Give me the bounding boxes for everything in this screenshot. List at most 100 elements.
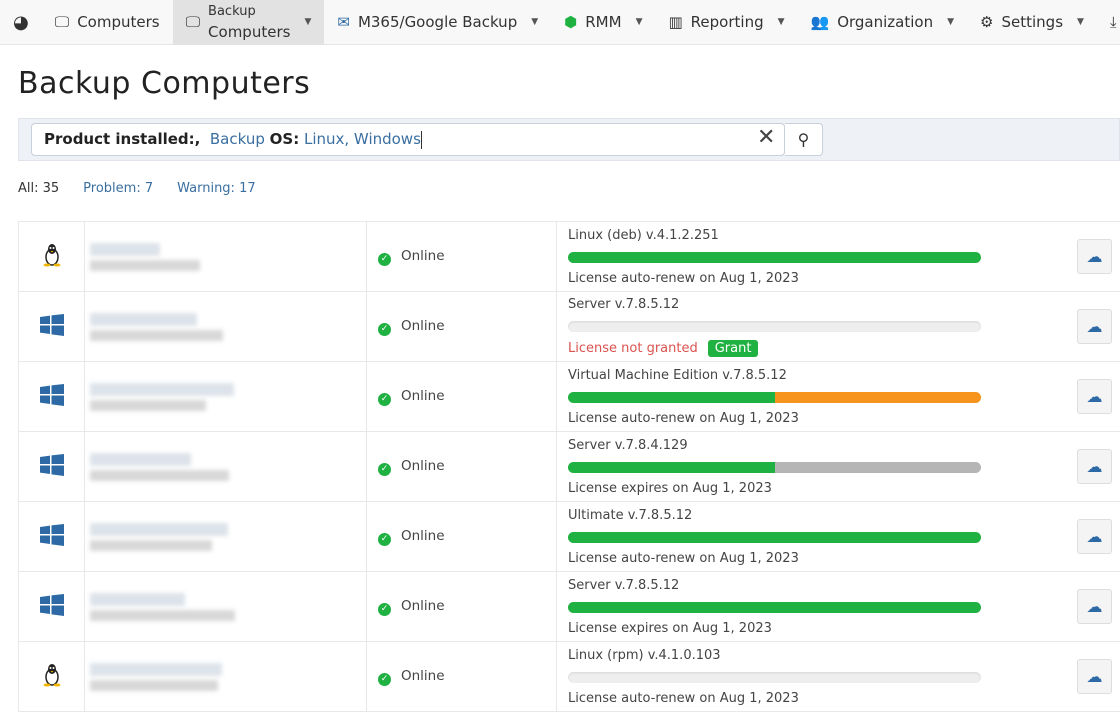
table-row[interactable]: ✓Online Linux (rpm) v.4.1.0.103 License a… bbox=[19, 642, 1120, 712]
linux-icon bbox=[42, 672, 62, 691]
backup-upload-button[interactable]: ☁ bbox=[1077, 659, 1112, 694]
search-icon: ⚲ bbox=[798, 130, 810, 149]
cloud-upload-icon: ☁ bbox=[1087, 317, 1103, 336]
nav-computers[interactable]: 🖵Computers bbox=[42, 0, 173, 45]
redacted-detail bbox=[90, 400, 206, 411]
nav-organization[interactable]: 👥Organization▼ bbox=[798, 0, 968, 45]
os-cell bbox=[19, 292, 85, 362]
check-circle-icon: ✓ bbox=[378, 603, 391, 616]
license-status: License expires on Aug 1, 2023 bbox=[568, 481, 772, 496]
pie-chart-icon: ◕ bbox=[13, 12, 29, 33]
backup-upload-button[interactable]: ☁ bbox=[1077, 239, 1112, 274]
status-cell: ✓Online bbox=[367, 292, 557, 362]
status-cell: ✓Online bbox=[367, 572, 557, 642]
filter-counts: All: 35 Problem: 7 Warning: 17 bbox=[18, 181, 256, 196]
backup-upload-button[interactable]: ☁ bbox=[1077, 519, 1112, 554]
redacted-detail bbox=[90, 260, 200, 271]
storage-progress-bar bbox=[568, 462, 981, 473]
os-cell bbox=[19, 362, 85, 432]
backup-upload-button[interactable]: ☁ bbox=[1077, 449, 1112, 484]
product-cell: Linux (rpm) v.4.1.0.103 License auto-rene… bbox=[557, 642, 1120, 712]
product-version: Linux (rpm) v.4.1.0.103 bbox=[568, 648, 1120, 663]
progress-segment bbox=[568, 252, 981, 263]
check-circle-icon: ✓ bbox=[378, 323, 391, 336]
nav-settings[interactable]: ⚙Settings▼ bbox=[967, 0, 1097, 45]
search-input[interactable]: Product installed:, Backup OS: Linux, Wi… bbox=[31, 123, 785, 156]
computer-name-cell[interactable] bbox=[85, 432, 367, 502]
product-version: Virtual Machine Edition v.7.8.5.12 bbox=[568, 368, 1120, 383]
computer-name-cell[interactable] bbox=[85, 642, 367, 712]
status-cell: ✓Online bbox=[367, 222, 557, 292]
nav-reporting[interactable]: ▥Reporting▼ bbox=[655, 0, 797, 45]
table-row[interactable]: ✓Online Server v.7.8.4.129 License expire… bbox=[19, 432, 1120, 502]
cloud-upload-icon: ☁ bbox=[1087, 457, 1103, 476]
check-circle-icon: ✓ bbox=[378, 393, 391, 406]
monitor-icon: 🖵 bbox=[55, 13, 69, 31]
status-cell: ✓Online bbox=[367, 642, 557, 712]
product-version: Server v.7.8.5.12 bbox=[568, 297, 1120, 312]
license-status: License auto-renew on Aug 1, 2023 bbox=[568, 691, 799, 706]
bar-chart-icon: ▥ bbox=[668, 13, 682, 31]
cloud-upload-icon: ☁ bbox=[1087, 667, 1103, 686]
count-problem[interactable]: Problem: 7 bbox=[83, 181, 153, 196]
dashboard-logo[interactable]: ◕ bbox=[0, 0, 42, 45]
count-warning[interactable]: Warning: 17 bbox=[177, 181, 256, 196]
redacted-name bbox=[90, 523, 228, 536]
redacted-name bbox=[90, 593, 185, 606]
redacted-name bbox=[90, 663, 222, 676]
nav-downloads[interactable]: ⤓D bbox=[1097, 0, 1120, 45]
redacted-detail bbox=[90, 330, 223, 341]
progress-segment bbox=[568, 602, 981, 613]
status-cell: ✓Online bbox=[367, 502, 557, 572]
computer-name-cell[interactable] bbox=[85, 222, 367, 292]
check-circle-icon: ✓ bbox=[378, 253, 391, 266]
progress-segment bbox=[568, 462, 775, 473]
table-row[interactable]: ✓Online Virtual Machine Edition v.7.8.5.… bbox=[19, 362, 1120, 432]
envelope-icon: ✉ bbox=[337, 13, 350, 31]
grant-button[interactable]: Grant bbox=[708, 340, 759, 357]
progress-segment bbox=[568, 392, 775, 403]
cloud-upload-icon: ☁ bbox=[1087, 597, 1103, 616]
product-version: Server v.7.8.4.129 bbox=[568, 438, 1120, 453]
backup-upload-button[interactable]: ☁ bbox=[1077, 379, 1112, 414]
license-status: License expires on Aug 1, 2023 bbox=[568, 621, 772, 636]
status-cell: ✓Online bbox=[367, 432, 557, 502]
search-button[interactable]: ⚲ bbox=[785, 123, 823, 156]
search-bar: Product installed:, Backup OS: Linux, Wi… bbox=[18, 118, 1120, 161]
rmm-icon: ⬢ bbox=[564, 13, 577, 31]
backup-upload-button[interactable]: ☁ bbox=[1077, 309, 1112, 344]
clear-icon[interactable]: ✕ bbox=[757, 125, 775, 150]
computer-name-cell[interactable] bbox=[85, 362, 367, 432]
product-version: Ultimate v.7.8.5.12 bbox=[568, 508, 1120, 523]
storage-progress-bar bbox=[568, 532, 981, 543]
monitor-icon: 🖵 bbox=[186, 13, 200, 31]
check-circle-icon: ✓ bbox=[378, 463, 391, 476]
users-icon: 👥 bbox=[811, 13, 830, 31]
redacted-detail bbox=[90, 540, 212, 551]
computer-name-cell[interactable] bbox=[85, 502, 367, 572]
redacted-detail bbox=[90, 610, 235, 621]
count-all[interactable]: All: 35 bbox=[18, 181, 59, 196]
nav-m365[interactable]: ✉M365/Google Backup▼ bbox=[324, 0, 551, 45]
linux-icon bbox=[42, 252, 62, 271]
check-circle-icon: ✓ bbox=[378, 533, 391, 546]
nav-rmm[interactable]: ⬢RMM▼ bbox=[551, 0, 655, 45]
computer-name-cell[interactable] bbox=[85, 292, 367, 362]
windows-icon bbox=[40, 461, 64, 480]
status-cell: ✓Online bbox=[367, 362, 557, 432]
cloud-upload-icon: ☁ bbox=[1087, 527, 1103, 546]
page-title: Backup Computers bbox=[18, 66, 310, 101]
backup-upload-button[interactable]: ☁ bbox=[1077, 589, 1112, 624]
computer-name-cell[interactable] bbox=[85, 572, 367, 642]
redacted-detail bbox=[90, 470, 229, 481]
license-status: License auto-renew on Aug 1, 2023 bbox=[568, 271, 799, 286]
os-cell bbox=[19, 572, 85, 642]
